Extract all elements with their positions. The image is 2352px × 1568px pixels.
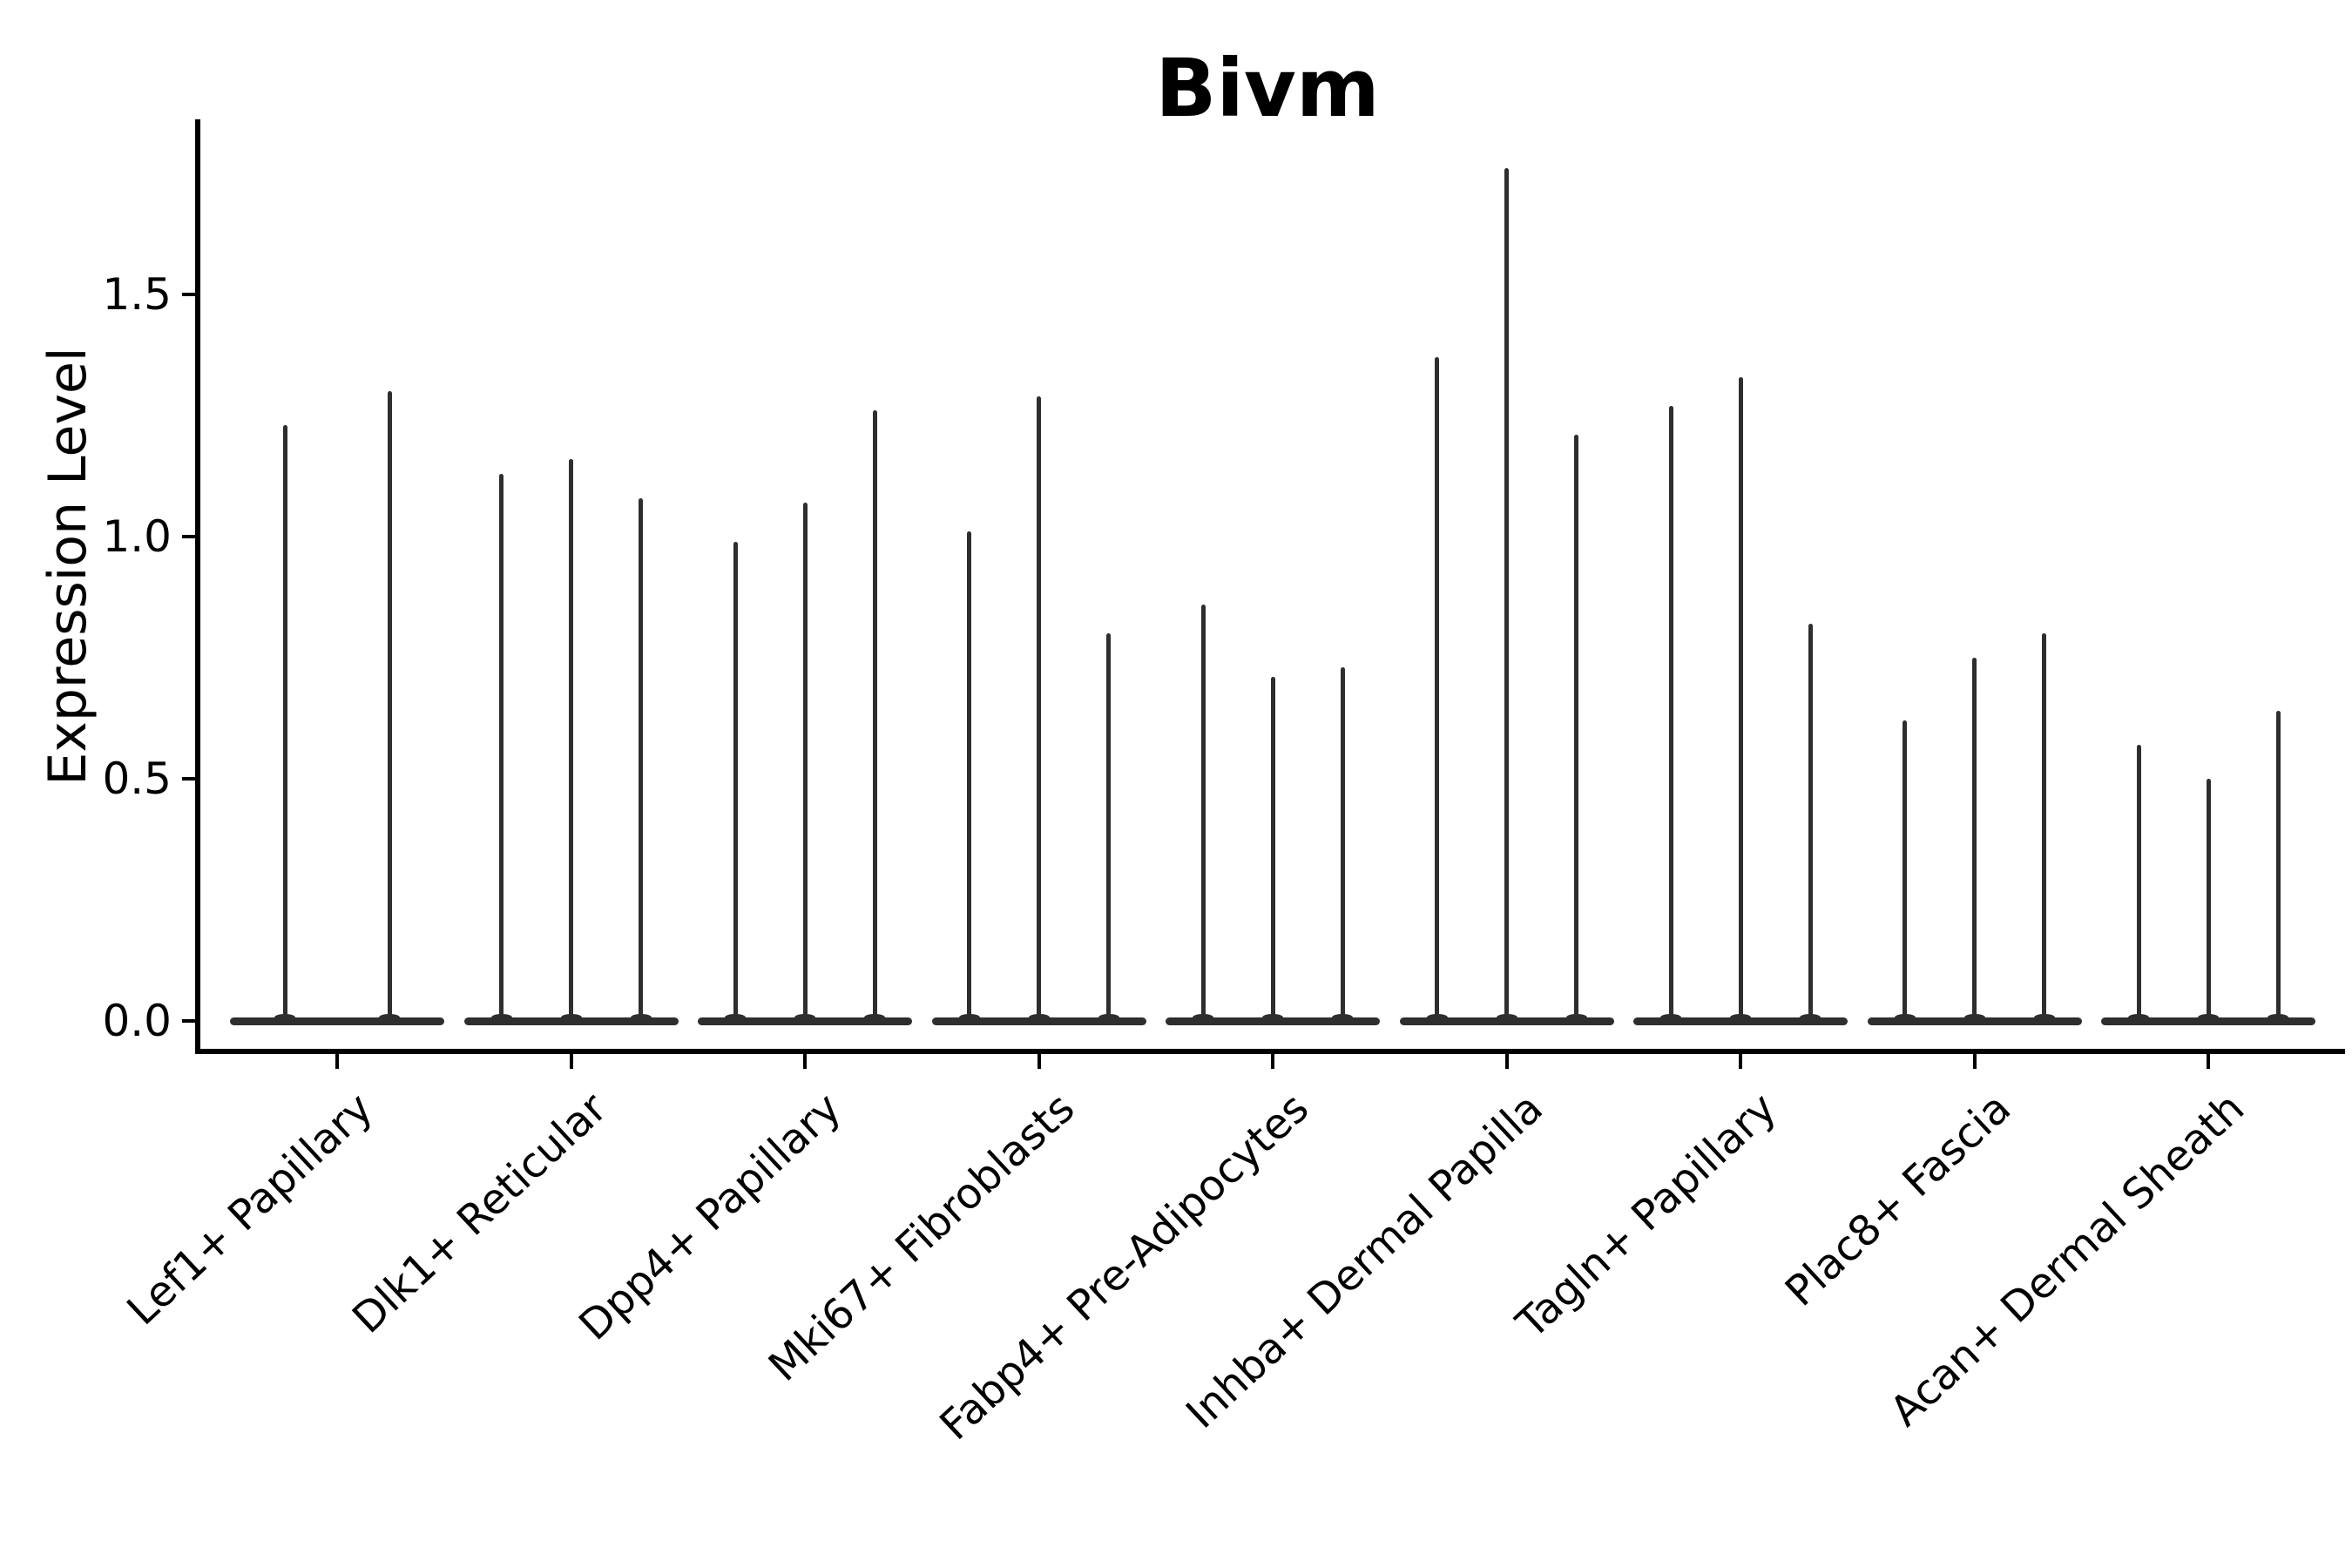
violin-base-bump xyxy=(630,1014,652,1021)
x-tick-mark xyxy=(803,1054,807,1069)
violin-spike xyxy=(2136,745,2141,1021)
violin-spike xyxy=(2275,711,2281,1021)
violin-base xyxy=(463,1017,679,1025)
violin-spike xyxy=(802,503,808,1021)
x-tick-label: Plac8+ Fascia xyxy=(1775,1084,2020,1316)
violin-base xyxy=(698,1017,912,1025)
x-tick-label: Dlk1+ Reticular xyxy=(343,1084,617,1343)
violin-base-bump xyxy=(2198,1014,2219,1021)
violin-spike xyxy=(1972,658,1977,1021)
y-tick-label: 0.0 xyxy=(102,996,172,1046)
x-tick-mark xyxy=(569,1054,573,1069)
violin-spike xyxy=(569,459,573,1021)
violin-spike xyxy=(1903,720,1907,1021)
y-tick-mark xyxy=(182,293,195,296)
violin-base xyxy=(931,1017,1146,1025)
violin-spike xyxy=(1574,435,1578,1021)
violin-base-bump xyxy=(2128,1014,2149,1021)
violin-base-bump xyxy=(2033,1014,2055,1021)
violin-base-bump xyxy=(2268,1014,2288,1021)
violin-base-bump xyxy=(1496,1014,1517,1021)
violin-base-bump xyxy=(274,1014,295,1021)
violin-spike xyxy=(1106,633,1111,1021)
violin-base-bump xyxy=(1660,1014,1681,1021)
violin-spike xyxy=(387,391,392,1021)
y-tick-label: 1.5 xyxy=(102,269,172,320)
violin-spike xyxy=(1340,667,1345,1021)
violin-base-bump xyxy=(1565,1014,1587,1021)
x-tick-mark xyxy=(1037,1054,1041,1069)
violin-base-bump xyxy=(1262,1014,1283,1021)
x-tick-label: Fabp4+ Pre-Adipocytes xyxy=(930,1084,1319,1450)
x-tick-mark xyxy=(1739,1054,1742,1069)
x-tick-label: Lef1+ Papillary xyxy=(118,1084,383,1335)
violin-spike xyxy=(282,425,287,1021)
violin-spike xyxy=(1270,677,1275,1021)
violin-spike xyxy=(733,542,738,1021)
violin-base xyxy=(1166,1017,1380,1025)
x-tick-mark xyxy=(2207,1054,2210,1069)
violin-base-bump xyxy=(1800,1014,1821,1021)
violin-base-bump xyxy=(794,1014,815,1021)
violin-spike xyxy=(639,498,643,1021)
violin-spike xyxy=(967,531,971,1021)
x-tick-mark xyxy=(1972,1054,1977,1069)
violin-spike xyxy=(2206,779,2211,1021)
y-tick-label: 1.0 xyxy=(102,511,172,562)
violin-base xyxy=(1633,1017,1848,1025)
violin-base-bump xyxy=(864,1014,885,1021)
violin-base-bump xyxy=(1730,1014,1751,1021)
violin-spike xyxy=(1668,406,1673,1021)
x-tick-mark xyxy=(1504,1054,1509,1069)
violin-base-bump xyxy=(1028,1014,1050,1021)
violin-spike xyxy=(872,410,877,1021)
violin-base-bump xyxy=(490,1014,512,1021)
violin-base-bump xyxy=(725,1014,746,1021)
violin-base-bump xyxy=(1193,1014,1213,1021)
violin-spike xyxy=(1435,357,1439,1021)
violin-base-bump xyxy=(958,1014,980,1021)
violin-spike xyxy=(499,474,504,1021)
x-tick-mark xyxy=(335,1054,339,1069)
violin-base xyxy=(1867,1017,2082,1025)
x-axis-spine xyxy=(195,1049,2345,1054)
violin-spike xyxy=(1200,605,1206,1021)
y-tick-mark xyxy=(182,777,195,781)
x-tick-mark xyxy=(1271,1054,1274,1069)
violin-spike xyxy=(2042,633,2046,1021)
violin-base-bump xyxy=(379,1014,400,1021)
violin-base-bump xyxy=(560,1014,582,1021)
y-axis-spine xyxy=(195,119,200,1054)
violin-base-bump xyxy=(1426,1014,1448,1021)
violin-base xyxy=(230,1017,444,1025)
y-tick-mark xyxy=(182,1019,195,1023)
violin-spike xyxy=(1808,624,1813,1021)
y-tick-label: 0.5 xyxy=(102,754,172,804)
violin-base-bump xyxy=(1332,1014,1353,1021)
y-axis-label: Expression Level xyxy=(37,347,98,786)
violin-spike xyxy=(1738,377,1743,1021)
violin-base-bump xyxy=(1894,1014,1916,1021)
violin-spike xyxy=(1037,396,1041,1021)
violin-base-bump xyxy=(1098,1014,1119,1021)
x-tick-label: Tagln+ Papillary xyxy=(1507,1084,1787,1348)
violin-base xyxy=(1399,1017,1614,1025)
violin-spike xyxy=(1504,168,1509,1021)
violin-base xyxy=(2101,1017,2315,1025)
chart-title: Bivm xyxy=(1155,42,1380,135)
y-tick-mark xyxy=(182,535,195,538)
violin-base-bump xyxy=(1963,1014,1985,1021)
